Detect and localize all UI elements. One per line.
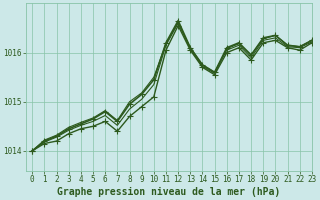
X-axis label: Graphe pression niveau de la mer (hPa): Graphe pression niveau de la mer (hPa) (57, 186, 281, 197)
